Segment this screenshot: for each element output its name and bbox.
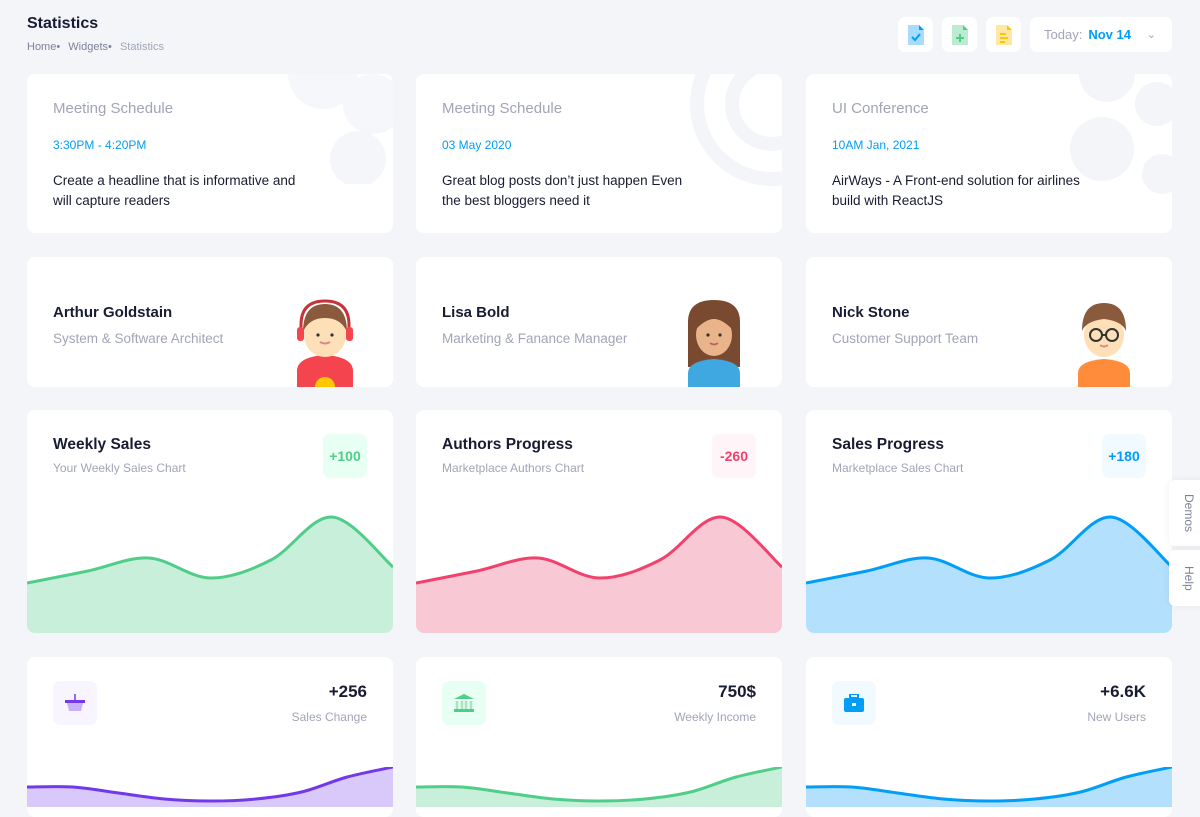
sparkline-area xyxy=(416,767,782,807)
avatar-glasses-boy xyxy=(1078,303,1130,387)
basket-icon xyxy=(65,694,85,711)
person-name: Arthur Goldstain xyxy=(53,304,173,321)
person-name: Nick Stone xyxy=(832,304,910,321)
sparkline-chart xyxy=(806,515,1172,633)
page-header: Statistics Home• Widgets• Statistics Tod… xyxy=(0,0,1200,70)
sales-chart-card: Authors Progress Marketplace Authors Cha… xyxy=(416,410,782,633)
help-tab[interactable]: Help xyxy=(1169,550,1200,606)
stat-label: New Users xyxy=(1087,710,1146,724)
stat-label: Weekly Income xyxy=(674,710,756,724)
sales-chart-card: Weekly Sales Your Weekly Sales Chart +10… xyxy=(27,410,393,633)
breadcrumb: Home• Widgets• Statistics xyxy=(27,41,169,53)
sales-chart-card: Sales Progress Marketplace Sales Chart +… xyxy=(806,410,1172,633)
briefcase-icon-box xyxy=(832,681,876,725)
sparkline-chart xyxy=(416,767,782,807)
card-description: Great blog posts don’t just happen Even … xyxy=(442,173,683,208)
card-title: Weekly Sales xyxy=(53,436,151,453)
sparkline-line xyxy=(416,515,782,585)
demos-label: Demos xyxy=(1182,493,1196,532)
decorative-shapes-icon xyxy=(288,74,393,184)
sparkline-chart xyxy=(27,767,393,807)
card-time: 03 May 2020 xyxy=(442,138,512,152)
stat-value: 750$ xyxy=(718,682,756,701)
decorative-shapes-icon xyxy=(690,74,782,186)
card-title: Authors Progress xyxy=(442,436,573,453)
sparkline-area xyxy=(416,516,782,633)
person-role: System & Software Architect xyxy=(53,331,224,346)
avatar-girl xyxy=(688,300,740,387)
card-time: 3:30PM - 4:20PM xyxy=(53,138,147,152)
person-card: Lisa Bold Marketing & Fanance Manager xyxy=(416,257,782,387)
sparkline-line xyxy=(27,515,393,585)
schedule-card: Meeting Schedule 03 May 2020 Great blog … xyxy=(416,74,782,233)
change-badge: +100 xyxy=(323,434,367,478)
sparkline-chart xyxy=(416,515,782,633)
card-description: Create a headline that is informative an… xyxy=(53,173,296,208)
sparkline-area xyxy=(806,767,1172,807)
person-role: Marketing & Fanance Manager xyxy=(442,331,628,346)
file-text-icon xyxy=(995,24,1012,45)
file-check-icon xyxy=(907,24,924,45)
person-role: Customer Support Team xyxy=(832,331,979,346)
sparkline-area xyxy=(27,516,393,633)
bank-icon xyxy=(454,694,474,712)
person-name: Lisa Bold xyxy=(442,304,510,321)
card-subtitle: Your Weekly Sales Chart xyxy=(53,461,186,475)
file-text-button[interactable] xyxy=(986,17,1021,52)
basket-icon-box xyxy=(53,681,97,725)
stat-card: 750$ Weekly Income xyxy=(416,657,782,817)
change-badge: -260 xyxy=(712,434,756,478)
card-title: Sales Progress xyxy=(832,436,945,453)
briefcase-icon xyxy=(844,694,864,712)
breadcrumb-widgets[interactable]: Widgets• xyxy=(68,41,112,53)
bank-icon-box xyxy=(442,681,486,725)
stat-card: +256 Sales Change xyxy=(27,657,393,817)
schedule-card: UI Conference 10AM Jan, 2021 AirWays - A… xyxy=(806,74,1172,233)
sparkline-chart xyxy=(27,515,393,633)
date-label: Today: xyxy=(1044,27,1083,42)
file-add-button[interactable] xyxy=(942,17,977,52)
file-check-button[interactable] xyxy=(898,17,933,52)
stat-card: +6.6K New Users xyxy=(806,657,1172,817)
breadcrumb-current: Statistics xyxy=(119,41,164,53)
sparkline-area xyxy=(806,516,1172,633)
person-card: Arthur Goldstain System & Software Archi… xyxy=(27,257,393,387)
decorative-shapes-icon xyxy=(1070,74,1172,194)
card-title: UI Conference xyxy=(832,100,929,117)
stat-value: +6.6K xyxy=(1100,682,1146,701)
stat-value: +256 xyxy=(328,682,367,701)
breadcrumb-home[interactable]: Home• xyxy=(27,41,61,53)
card-description: AirWays - A Front-end solution for airli… xyxy=(832,173,1080,208)
date-picker-button[interactable]: Today: Nov 14 ⌄ xyxy=(1030,17,1172,52)
avatar-headphones-boy xyxy=(297,299,353,387)
date-value: Nov 14 xyxy=(1088,27,1131,42)
stat-label: Sales Change xyxy=(291,710,367,724)
page-title: Statistics xyxy=(27,15,99,32)
sparkline-line xyxy=(806,515,1172,585)
card-title: Meeting Schedule xyxy=(53,100,174,117)
schedule-card: Meeting Schedule 3:30PM - 4:20PM Create … xyxy=(27,74,393,233)
card-title: Meeting Schedule xyxy=(442,100,563,117)
help-label: Help xyxy=(1182,565,1196,591)
card-subtitle: Marketplace Sales Chart xyxy=(832,461,964,475)
change-badge: +180 xyxy=(1102,434,1146,478)
demos-tab[interactable]: Demos xyxy=(1169,480,1200,546)
sparkline-chart xyxy=(806,767,1172,807)
chevron-down-icon: ⌄ xyxy=(1146,29,1156,41)
sparkline-area xyxy=(27,767,393,807)
card-subtitle: Marketplace Authors Chart xyxy=(442,461,585,475)
card-time: 10AM Jan, 2021 xyxy=(832,138,920,152)
person-card: Nick Stone Customer Support Team xyxy=(806,257,1172,387)
file-add-icon xyxy=(951,24,968,45)
